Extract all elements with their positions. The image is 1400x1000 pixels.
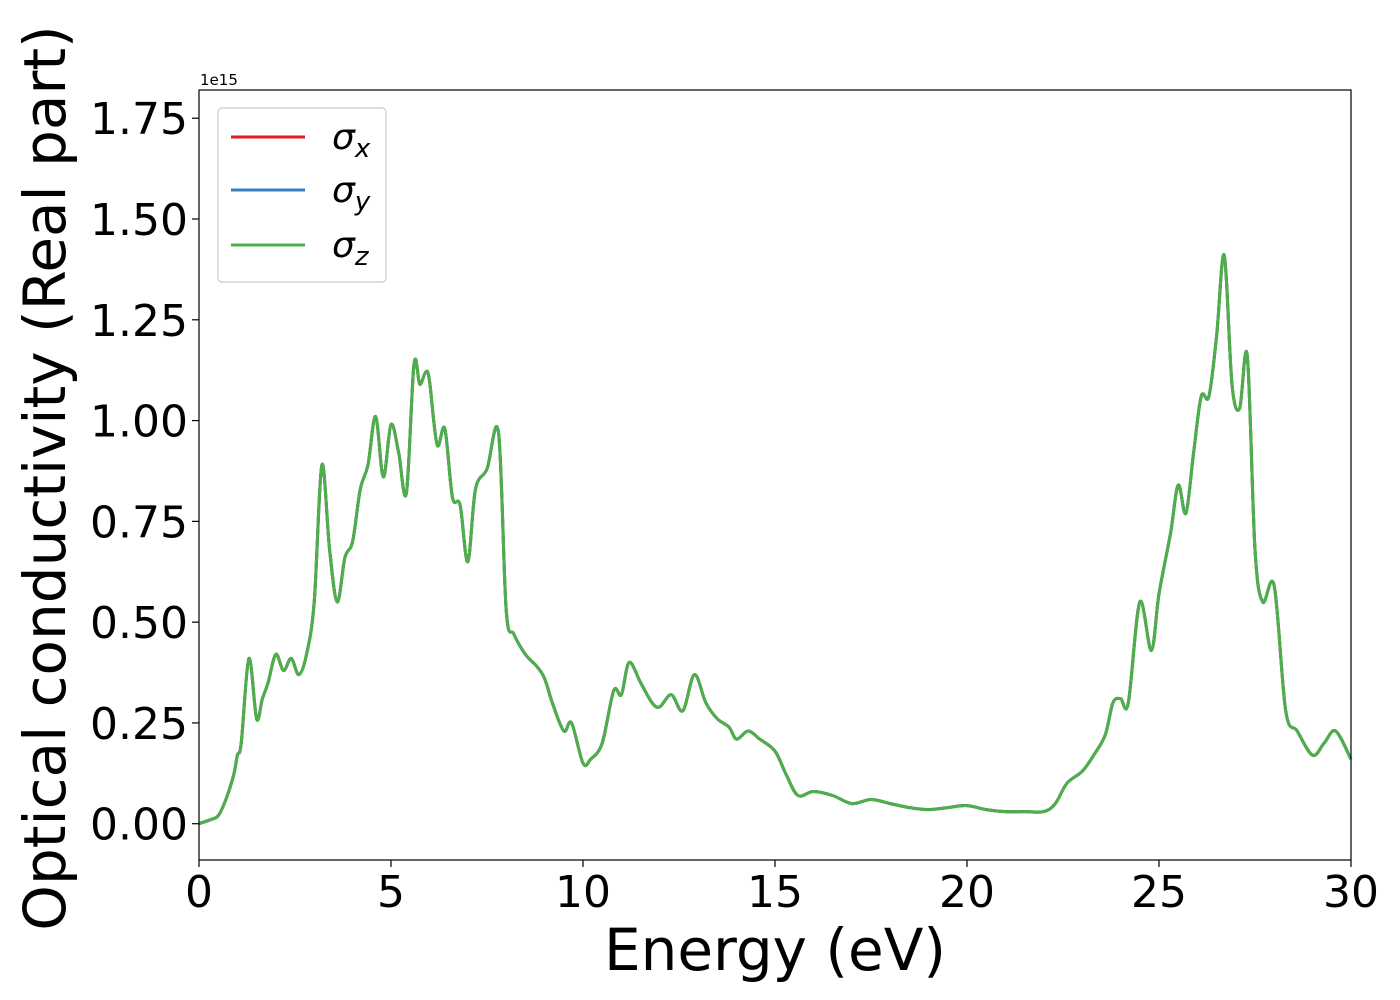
plot-series [198,253,1353,826]
x-tick-label: 30 [1323,867,1379,918]
legend-box [217,107,387,283]
y-tick-label: 0.00 [90,800,188,851]
legend-label-sigma-z: σz [332,225,370,272]
x-tick-label: 20 [939,867,995,918]
series-line-sigma-z [198,253,1353,826]
series-line-sigma-x [198,253,1353,826]
y-tick-label: 0.25 [90,699,188,750]
legend-label-sigma-x: σx [332,117,371,164]
x-tick-label: 25 [1131,867,1187,918]
y-tick-label: 1.25 [90,296,188,347]
y-axis-label: Optical conductivity (Real part) [11,25,79,930]
y-tick-label: 1.75 [90,94,188,145]
x-axis-label: Energy (eV) [604,916,946,984]
y-tick-label: 0.75 [90,497,188,548]
x-axis: 0 5 10 15 20 25 30 [185,860,1379,918]
legend-label-sigma-y: σy [332,170,371,217]
x-tick-label: 0 [185,867,213,918]
y-tick-label: 1.50 [90,195,188,246]
x-tick-label: 10 [555,867,611,918]
series-line-sigma-y [198,253,1353,826]
legend: σx σy σz [217,107,387,283]
x-tick-label: 15 [747,867,803,918]
y-tick-label: 1.00 [90,397,188,448]
y-tick-label: 0.50 [90,598,188,649]
y-axis: 0.00 0.25 0.50 0.75 1.00 1.25 1.50 1.75 [90,94,199,851]
x-tick-label: 5 [377,867,405,918]
y-offset-label: 1e15 [200,71,238,89]
